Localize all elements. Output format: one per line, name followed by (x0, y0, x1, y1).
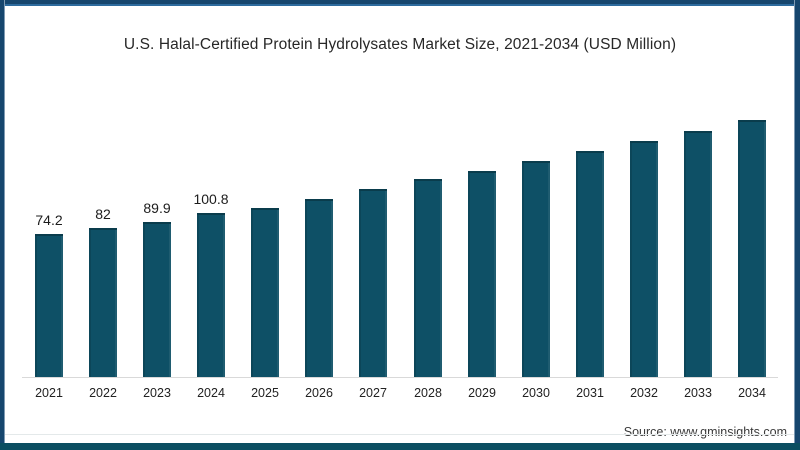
bar-2022 (89, 228, 117, 377)
bar-2027 (359, 189, 387, 377)
x-axis-baseline (22, 377, 778, 378)
chart-title: U.S. Halal-Certified Protein Hydrolysate… (123, 36, 677, 53)
frame-top (0, 0, 800, 4)
x-axis-label: 2028 (414, 386, 442, 400)
bar-2029 (468, 171, 496, 377)
bar-2024 (197, 213, 225, 377)
x-axis-label: 2031 (576, 386, 604, 400)
bar-value-label: 100.8 (193, 191, 229, 207)
frame-top-accent (0, 4, 800, 6)
bar-2030 (522, 161, 550, 377)
source-note: Source: www.gminsights.com (623, 425, 787, 439)
x-axis-label: 2023 (143, 386, 171, 400)
bar-2033 (684, 131, 712, 377)
x-axis-label: 2022 (89, 386, 117, 400)
x-axis-label: 2027 (359, 386, 387, 400)
x-axis-label: 2032 (630, 386, 658, 400)
bar-2021 (35, 234, 63, 377)
x-axis-label: 2034 (738, 386, 766, 400)
bar-2034 (738, 120, 766, 377)
bar-2032 (630, 141, 658, 377)
bar-value-label: 89.9 (143, 200, 171, 216)
x-axis-label: 2025 (251, 386, 279, 400)
x-axis-label: 2021 (35, 386, 63, 400)
x-axis-label: 2026 (305, 386, 333, 400)
frame-bottom (0, 443, 800, 450)
bar-2028 (414, 179, 442, 377)
frame-left-accent (4, 0, 5, 450)
x-axis-label: 2030 (522, 386, 550, 400)
frame-right-accent (794, 0, 795, 450)
frame-left (0, 0, 4, 450)
x-axis-label: 2024 (197, 386, 225, 400)
bar-2025 (251, 208, 279, 377)
bar-value-label: 82 (95, 206, 111, 222)
x-axis-label: 2029 (468, 386, 496, 400)
frame-right (795, 0, 800, 450)
bar-2031 (576, 151, 604, 377)
bar-value-label: 74.2 (35, 212, 63, 228)
x-axis-label: 2033 (684, 386, 712, 400)
bar-2026 (305, 199, 333, 377)
bottom-divider (0, 434, 800, 435)
bar-2023 (143, 222, 171, 377)
